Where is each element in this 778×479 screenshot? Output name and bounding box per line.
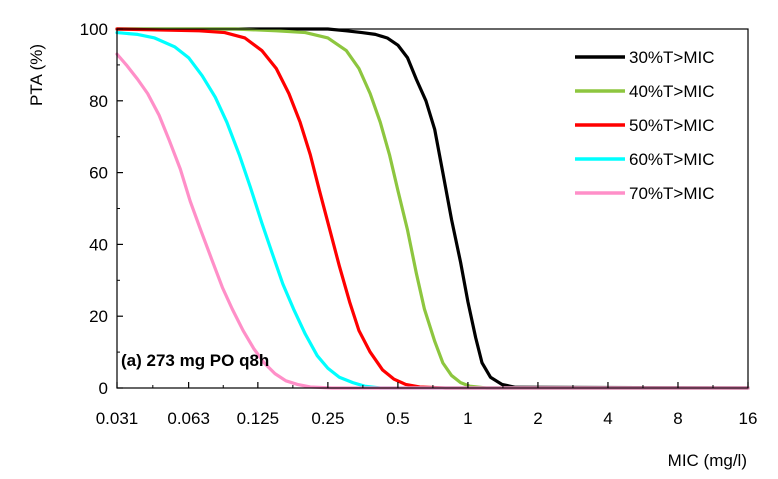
legend-label: 40%T>MIC [629,82,715,101]
series-line-30-t-mic [115,27,750,390]
x-axis-title: MIC (mg/l) [668,451,747,470]
y-tick-label: 20 [89,307,108,326]
y-tick-label: 0 [99,379,108,398]
series-layer [115,27,750,390]
series-line-60-t-mic [115,30,750,390]
x-tick-label: 0.125 [237,409,280,428]
chart-annotation: (a) 273 mg PO q8h [121,351,269,370]
series-line-70-t-mic [115,52,750,390]
y-tick-label: 100 [80,20,108,39]
x-tick-label: 8 [673,409,682,428]
legend: 30%T>MIC 40%T>MIC 50%T>MIC 60%T>MIC 70%T>MIC [575,48,715,203]
x-tick-label: 0.063 [167,409,210,428]
y-tick-label: 80 [89,92,108,111]
x-tick-label: 0.5 [386,409,410,428]
x-tick-label: 16 [739,409,758,428]
y-tick-label: 40 [89,235,108,254]
x-tick-label: 4 [603,409,612,428]
x-tick-label: 1 [463,409,472,428]
x-tick-label: 0.031 [96,409,139,428]
y-axis-title: PTA (%) [27,44,46,106]
x-tick-label: 2 [533,409,542,428]
legend-label: 70%T>MIC [629,184,715,203]
x-tick-label: 0.25 [311,409,344,428]
series-line-40-t-mic [115,27,750,390]
legend-label: 60%T>MIC [629,150,715,169]
legend-label: 30%T>MIC [629,48,715,67]
x-axis-ticks: 0.031 0.063 0.125 0.25 0.5 1 2 4 8 16 [96,382,758,428]
y-tick-label: 60 [89,164,108,183]
y-axis-ticks: 0 20 40 60 80 100 [80,20,123,398]
series-line-50-t-mic [115,27,750,390]
legend-label: 50%T>MIC [629,116,715,135]
